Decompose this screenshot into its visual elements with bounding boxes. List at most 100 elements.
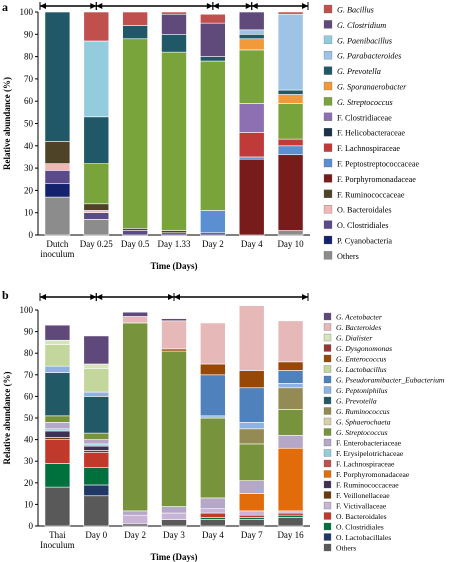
bar-segment <box>44 163 71 171</box>
legend-swatch <box>323 51 333 60</box>
legend-swatch <box>323 323 332 331</box>
bar-segment <box>277 434 304 449</box>
x-tick-label-line: Inoculum <box>40 540 75 550</box>
legend-swatch <box>323 449 332 457</box>
bar-segment <box>44 428 71 432</box>
bar-segment <box>277 447 304 512</box>
legend-entry-name: F. Helicobacteraceae <box>337 129 405 138</box>
y-tick-label: 80 <box>24 52 34 62</box>
bar-segment <box>238 480 265 494</box>
bar-segment <box>200 56 226 62</box>
x-tick-label: Day 2 <box>124 530 146 540</box>
phase-arrow-head <box>96 3 103 9</box>
legend-entry-name: Prevotella <box>344 397 377 406</box>
legend-entry: G. Bacillus <box>337 6 374 15</box>
phase-arrow-head <box>302 294 308 300</box>
legend-entry: O. Clostridiales <box>336 523 384 532</box>
bar-segment <box>83 368 110 393</box>
bar-segment <box>238 428 265 445</box>
phase-arrow-head <box>212 3 219 9</box>
bar-segment <box>238 49 265 104</box>
legend-entry: F. Porphyromonadaceae <box>337 175 416 184</box>
legend-entry-rank: G. <box>337 98 347 107</box>
legend-swatch <box>323 205 333 214</box>
legend-entry-rank: G. <box>336 355 345 364</box>
legend-entry-rank: G. <box>336 428 345 437</box>
legend-swatch <box>323 344 332 352</box>
bar-segment <box>161 506 187 514</box>
x-tick-label-line: Day 4 <box>241 239 263 249</box>
legend-entry: F. Peptostreptococcaceae <box>337 160 419 169</box>
bar-segment <box>277 510 304 514</box>
legend-entry-name: F. Veillonellaceae <box>336 491 390 500</box>
y-tick-label: 20 <box>24 185 34 195</box>
bar-segment <box>238 422 265 430</box>
x-tick-label-line: inoculum <box>40 249 74 259</box>
x-tick-label: Day 1.33 <box>158 239 191 249</box>
phase-arrow-head <box>40 3 46 9</box>
phase-arrow-head <box>174 294 180 300</box>
bar-segment <box>44 439 71 464</box>
bar-segment <box>200 519 226 527</box>
bar-segment <box>238 510 265 516</box>
bar-segment <box>238 493 265 512</box>
bar-segment <box>200 13 226 24</box>
y-tick-label: 90 <box>24 327 34 337</box>
legend-entry-name: O. Bacteroidales <box>337 206 392 215</box>
legend-entry: F. Ruminococcaceae <box>336 481 399 490</box>
legend-entry: O. Clostridiales <box>337 221 388 230</box>
legend-entry-name: F. Porphyromonadaceae <box>336 470 410 479</box>
legend-swatch <box>323 20 333 29</box>
legend-entry-name: Ruminococcus <box>344 407 389 416</box>
bar-segment <box>238 156 265 160</box>
legend-entry-name: Others <box>337 252 359 261</box>
bar-segment <box>83 495 110 527</box>
legend-entry: G. Enterococcus <box>336 355 386 364</box>
x-tick-label-line: Day 0.25 <box>80 239 113 249</box>
legend-entry-name: Pseudoramibacter_Eubacterium <box>344 376 445 385</box>
y-tick-label: 100 <box>20 7 34 17</box>
bar-segment <box>122 38 148 229</box>
bar-segment <box>161 33 187 53</box>
legend-entry-rank: G. <box>337 36 347 45</box>
x-tick-label-line: Day 4 <box>202 530 224 540</box>
bar-segment <box>83 443 110 447</box>
legend-entry-rank: G. <box>337 52 347 61</box>
bar-segment <box>238 517 265 520</box>
legend-swatch <box>323 501 332 510</box>
legend-swatch <box>323 220 333 229</box>
legend-entry: F. Enterobacteriaceae <box>336 439 402 448</box>
legend-swatch <box>323 143 333 152</box>
y-tick-label: 70 <box>24 74 34 84</box>
bar-segment <box>277 361 304 371</box>
legend-entry-name: O. Lactobacillales <box>336 533 391 542</box>
x-tick-label-line: Day 2 <box>202 239 224 249</box>
bar-segment <box>238 38 265 51</box>
x-tick-label-line: Day 0.5 <box>121 239 150 249</box>
bar-segment <box>122 523 148 527</box>
legend-entry: G. Dysgonomonas <box>336 344 392 353</box>
bar-segment <box>277 103 304 140</box>
phase-arrow-head <box>90 3 97 9</box>
legend-entry: G. Bacteroides <box>336 323 381 332</box>
bar-segment <box>277 145 304 156</box>
bar-segment <box>277 138 304 147</box>
legend-entry: F. Erysipelotrichaceae <box>336 449 404 458</box>
legend-entry-name: F. Lachnospiraceae <box>336 460 395 469</box>
legend-entry: F. Clostridiaceae <box>337 113 392 122</box>
phase-arrow-head <box>302 3 308 9</box>
legend-entry: G. Prevotella <box>336 397 377 406</box>
legend-entry-rank: G. <box>336 344 345 353</box>
bar-segment <box>277 320 304 363</box>
bar-segment <box>200 22 226 57</box>
legend-swatch <box>323 428 332 436</box>
x-tick-label-line: Thai <box>49 530 66 540</box>
legend-entry-rank: G. <box>337 67 347 76</box>
legend-entry-name: Clostridium <box>347 21 386 30</box>
bar-segment <box>200 322 226 365</box>
legend-entry-name: O. Bacteroidales <box>336 512 387 521</box>
x-tick-label: Day 0.5 <box>121 239 150 249</box>
bar-segment <box>277 11 304 15</box>
x-tick-label-line: Day 1.33 <box>158 239 191 249</box>
legend-swatch <box>323 386 332 394</box>
